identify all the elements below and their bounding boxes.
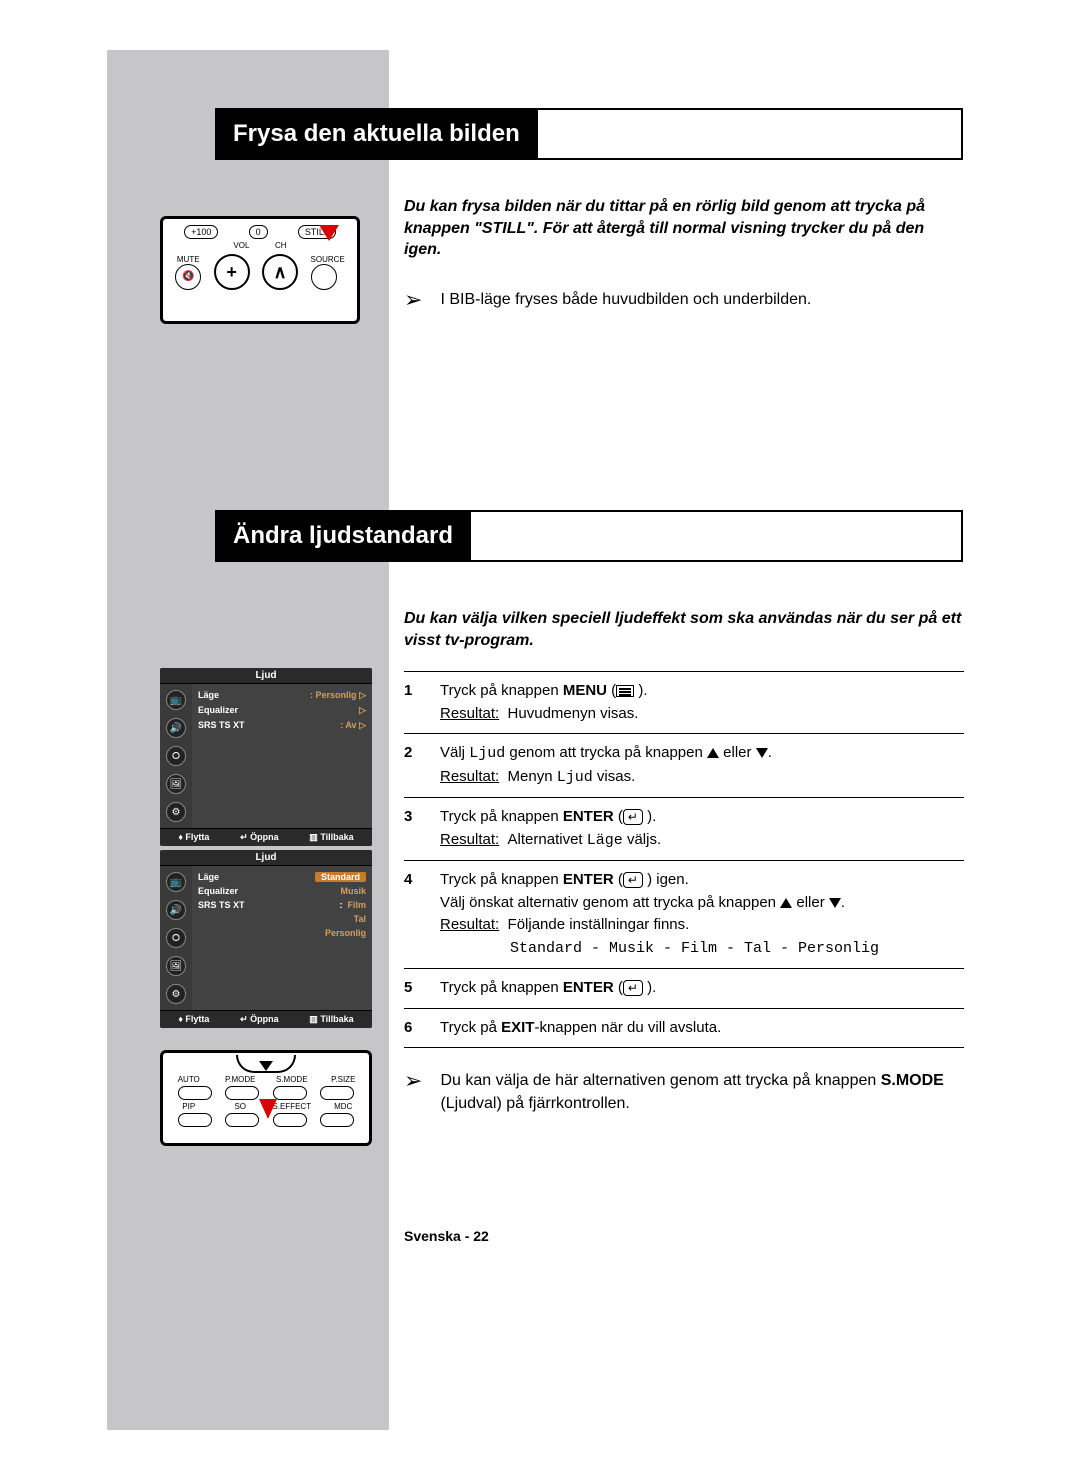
label-mute: MUTE bbox=[175, 255, 201, 264]
section2-title: Ändra ljudstandard bbox=[215, 510, 471, 562]
section2-tail-note: ➢ Du kan välja de här alternativen genom… bbox=[404, 1070, 964, 1115]
osd1-title: Ljud bbox=[160, 668, 372, 684]
step-6: 6 Tryck på EXIT-knappen när du vill avsl… bbox=[404, 1009, 964, 1048]
step-2: 2 Välj Ljud genom att trycka på knappen … bbox=[404, 734, 964, 797]
label-ch: CH bbox=[275, 241, 287, 250]
step-4: 4 Tryck på knappen ENTER (↵ ) igen. Välj… bbox=[404, 861, 964, 968]
label-source: SOURCE bbox=[311, 255, 345, 264]
down-triangle-icon bbox=[756, 748, 768, 758]
section2-intro: Du kan välja vilken speciell ljudeffekt … bbox=[404, 608, 964, 651]
down-triangle-icon bbox=[829, 898, 841, 908]
step-1: 1 Tryck på knappen MENU ( ). Resultat: H… bbox=[404, 672, 964, 733]
page: Frysa den aktuella bilden +100 0 STILL V… bbox=[0, 0, 1080, 1473]
mute-icon: 🔇 bbox=[175, 264, 201, 290]
highlight-arrow-icon bbox=[319, 225, 339, 241]
remote-illustration-1: +100 0 STILL VOL CH MUTE 🔇 + ∧ SOURCE bbox=[160, 216, 360, 324]
highlight-arrow-2-icon bbox=[259, 1099, 277, 1119]
ch-up: ∧ bbox=[262, 254, 298, 290]
section2-body: Du kan välja vilken speciell ljudeffekt … bbox=[404, 608, 964, 1115]
btn-plus100: +100 bbox=[184, 225, 218, 239]
steps-list: 1 Tryck på knappen MENU ( ). Resultat: H… bbox=[404, 672, 964, 1115]
enter-icon: ↵ bbox=[623, 980, 643, 996]
osd2-title: Ljud bbox=[160, 850, 372, 866]
up-triangle-icon bbox=[707, 748, 719, 758]
enter-icon: ↵ bbox=[623, 872, 643, 888]
down-arrow-icon bbox=[259, 1061, 273, 1071]
enter-icon: ↵ bbox=[623, 809, 643, 825]
section1-note-text: I BIB-läge fryses både huvudbilden och u… bbox=[440, 289, 811, 311]
section1-title: Frysa den aktuella bilden bbox=[215, 108, 538, 160]
section1-note: ➢ I BIB-läge fryses både huvudbilden och… bbox=[404, 289, 964, 311]
section1-intro: Du kan frysa bilden när du tittar på en … bbox=[404, 196, 964, 261]
osd-menu-2: Ljud 📺🔊⭘🖼⚙ Läge Standard EqualizerMusik … bbox=[160, 850, 372, 1028]
page-footer: Svenska - 22 bbox=[404, 1228, 489, 1244]
osd-iconstrip-2: 📺🔊⭘🖼⚙ bbox=[160, 866, 192, 1010]
step-5: 5 Tryck på knappen ENTER (↵ ). bbox=[404, 969, 964, 1008]
arrow-icon: ➢ bbox=[404, 289, 422, 311]
btn-zero: 0 bbox=[249, 225, 268, 239]
vol-plus: + bbox=[214, 254, 250, 290]
remote-illustration-2: AUTO P.MODE S.MODE P.SIZE PIP SO S.EFFEC… bbox=[160, 1050, 372, 1146]
source-btn bbox=[311, 264, 337, 290]
menu-icon bbox=[616, 685, 634, 697]
osd-iconstrip: 📺🔊⭘🖼⚙ bbox=[160, 684, 192, 828]
osd-menu-1: Ljud 📺🔊⭘🖼⚙ Läge: Personlig ▷ Equalizer▷ … bbox=[160, 668, 372, 846]
up-triangle-icon bbox=[780, 898, 792, 908]
step-3: 3 Tryck på knappen ENTER (↵ ). Resultat:… bbox=[404, 798, 964, 860]
arrow-icon: ➢ bbox=[404, 1070, 422, 1115]
label-vol: VOL bbox=[233, 241, 249, 250]
section1-body: Du kan frysa bilden när du tittar på en … bbox=[404, 196, 964, 311]
